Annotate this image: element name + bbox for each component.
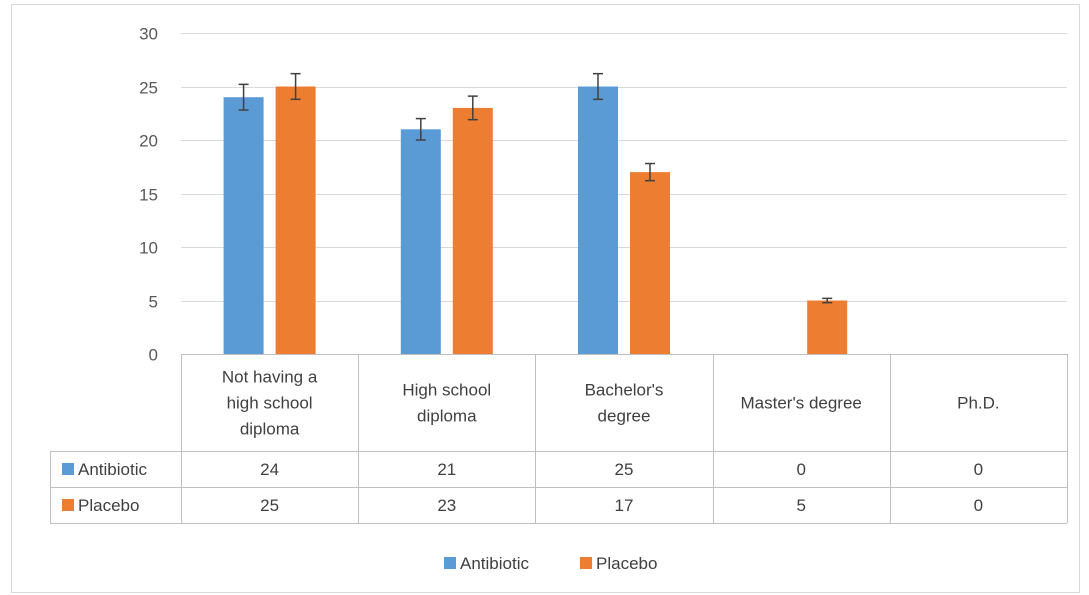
category-label: degree [598,407,651,426]
category-label: high school [227,394,313,413]
y-tick-label: 25 [139,79,158,98]
y-tick-label: 0 [149,346,158,365]
category-label: Ph.D. [957,394,1000,413]
table-value: 24 [260,460,279,479]
table-series-label: Antibiotic [78,460,147,479]
category-label: Bachelor's [585,381,664,400]
category-label: diploma [240,420,300,439]
table-value: 21 [437,460,456,479]
chart-border [11,4,1080,593]
table-value: 25 [615,460,634,479]
category-label: High school [402,381,491,400]
legend-swatch-antibiotic [444,557,456,569]
table-value: 0 [796,460,805,479]
table-value: 17 [615,496,634,515]
error-bar [593,72,603,101]
bar-antibiotic [400,129,441,354]
bar-antibiotic [578,86,618,354]
table-value: 5 [796,496,805,515]
table-value: 0 [974,496,983,515]
bar-placebo [807,300,848,354]
error-bar [822,297,833,304]
category-label: Master's degree [741,394,862,413]
table-value: 25 [260,496,279,515]
error-bar [415,117,426,141]
legend-swatch-placebo [580,557,592,569]
bar-placebo [452,107,493,355]
table-series-key [62,499,74,511]
y-tick-label: 20 [139,132,158,151]
bar-antibiotic [223,97,264,354]
table-value: 23 [437,496,456,515]
y-tick-label: 15 [139,186,158,205]
legend-label: Placebo [596,554,657,573]
bar-placebo [630,172,670,354]
table-series-label: Placebo [78,496,139,515]
error-bar [645,162,655,182]
error-bar [467,95,478,121]
legend-label: Antibiotic [460,554,529,573]
y-tick-label: 30 [139,25,158,44]
category-label: Not having a [222,368,318,387]
category-label: diploma [417,407,477,426]
y-tick-label: 10 [139,239,158,258]
bar-placebo [275,86,316,354]
table-value: 0 [974,460,983,479]
y-tick-label: 5 [149,293,158,312]
error-bar [238,83,249,111]
table-series-key [62,463,74,475]
error-bar [290,72,301,101]
